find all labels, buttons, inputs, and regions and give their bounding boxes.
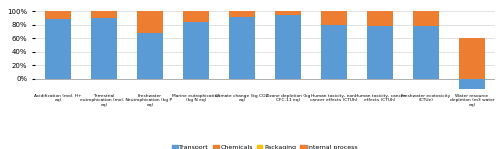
Bar [460, 79, 484, 89]
Bar [368, 26, 392, 79]
Bar [138, 33, 162, 79]
Bar [184, 11, 208, 22]
Bar [92, 18, 116, 79]
Bar [368, 11, 392, 26]
Bar [322, 25, 346, 79]
Bar [46, 11, 70, 19]
Bar [460, 38, 484, 79]
Bar [138, 11, 162, 26]
Bar [414, 26, 438, 79]
Bar [230, 17, 254, 79]
Bar [414, 11, 438, 26]
Bar [276, 11, 300, 15]
Bar [230, 11, 254, 17]
Bar [46, 19, 70, 79]
Bar [184, 22, 208, 79]
Bar [138, 26, 162, 33]
Bar [92, 11, 116, 18]
Legend: Transport, Chemicals, Packaging, Internal process: Transport, Chemicals, Packaging, Interna… [170, 142, 360, 149]
Bar [322, 11, 346, 25]
Bar [276, 15, 300, 79]
